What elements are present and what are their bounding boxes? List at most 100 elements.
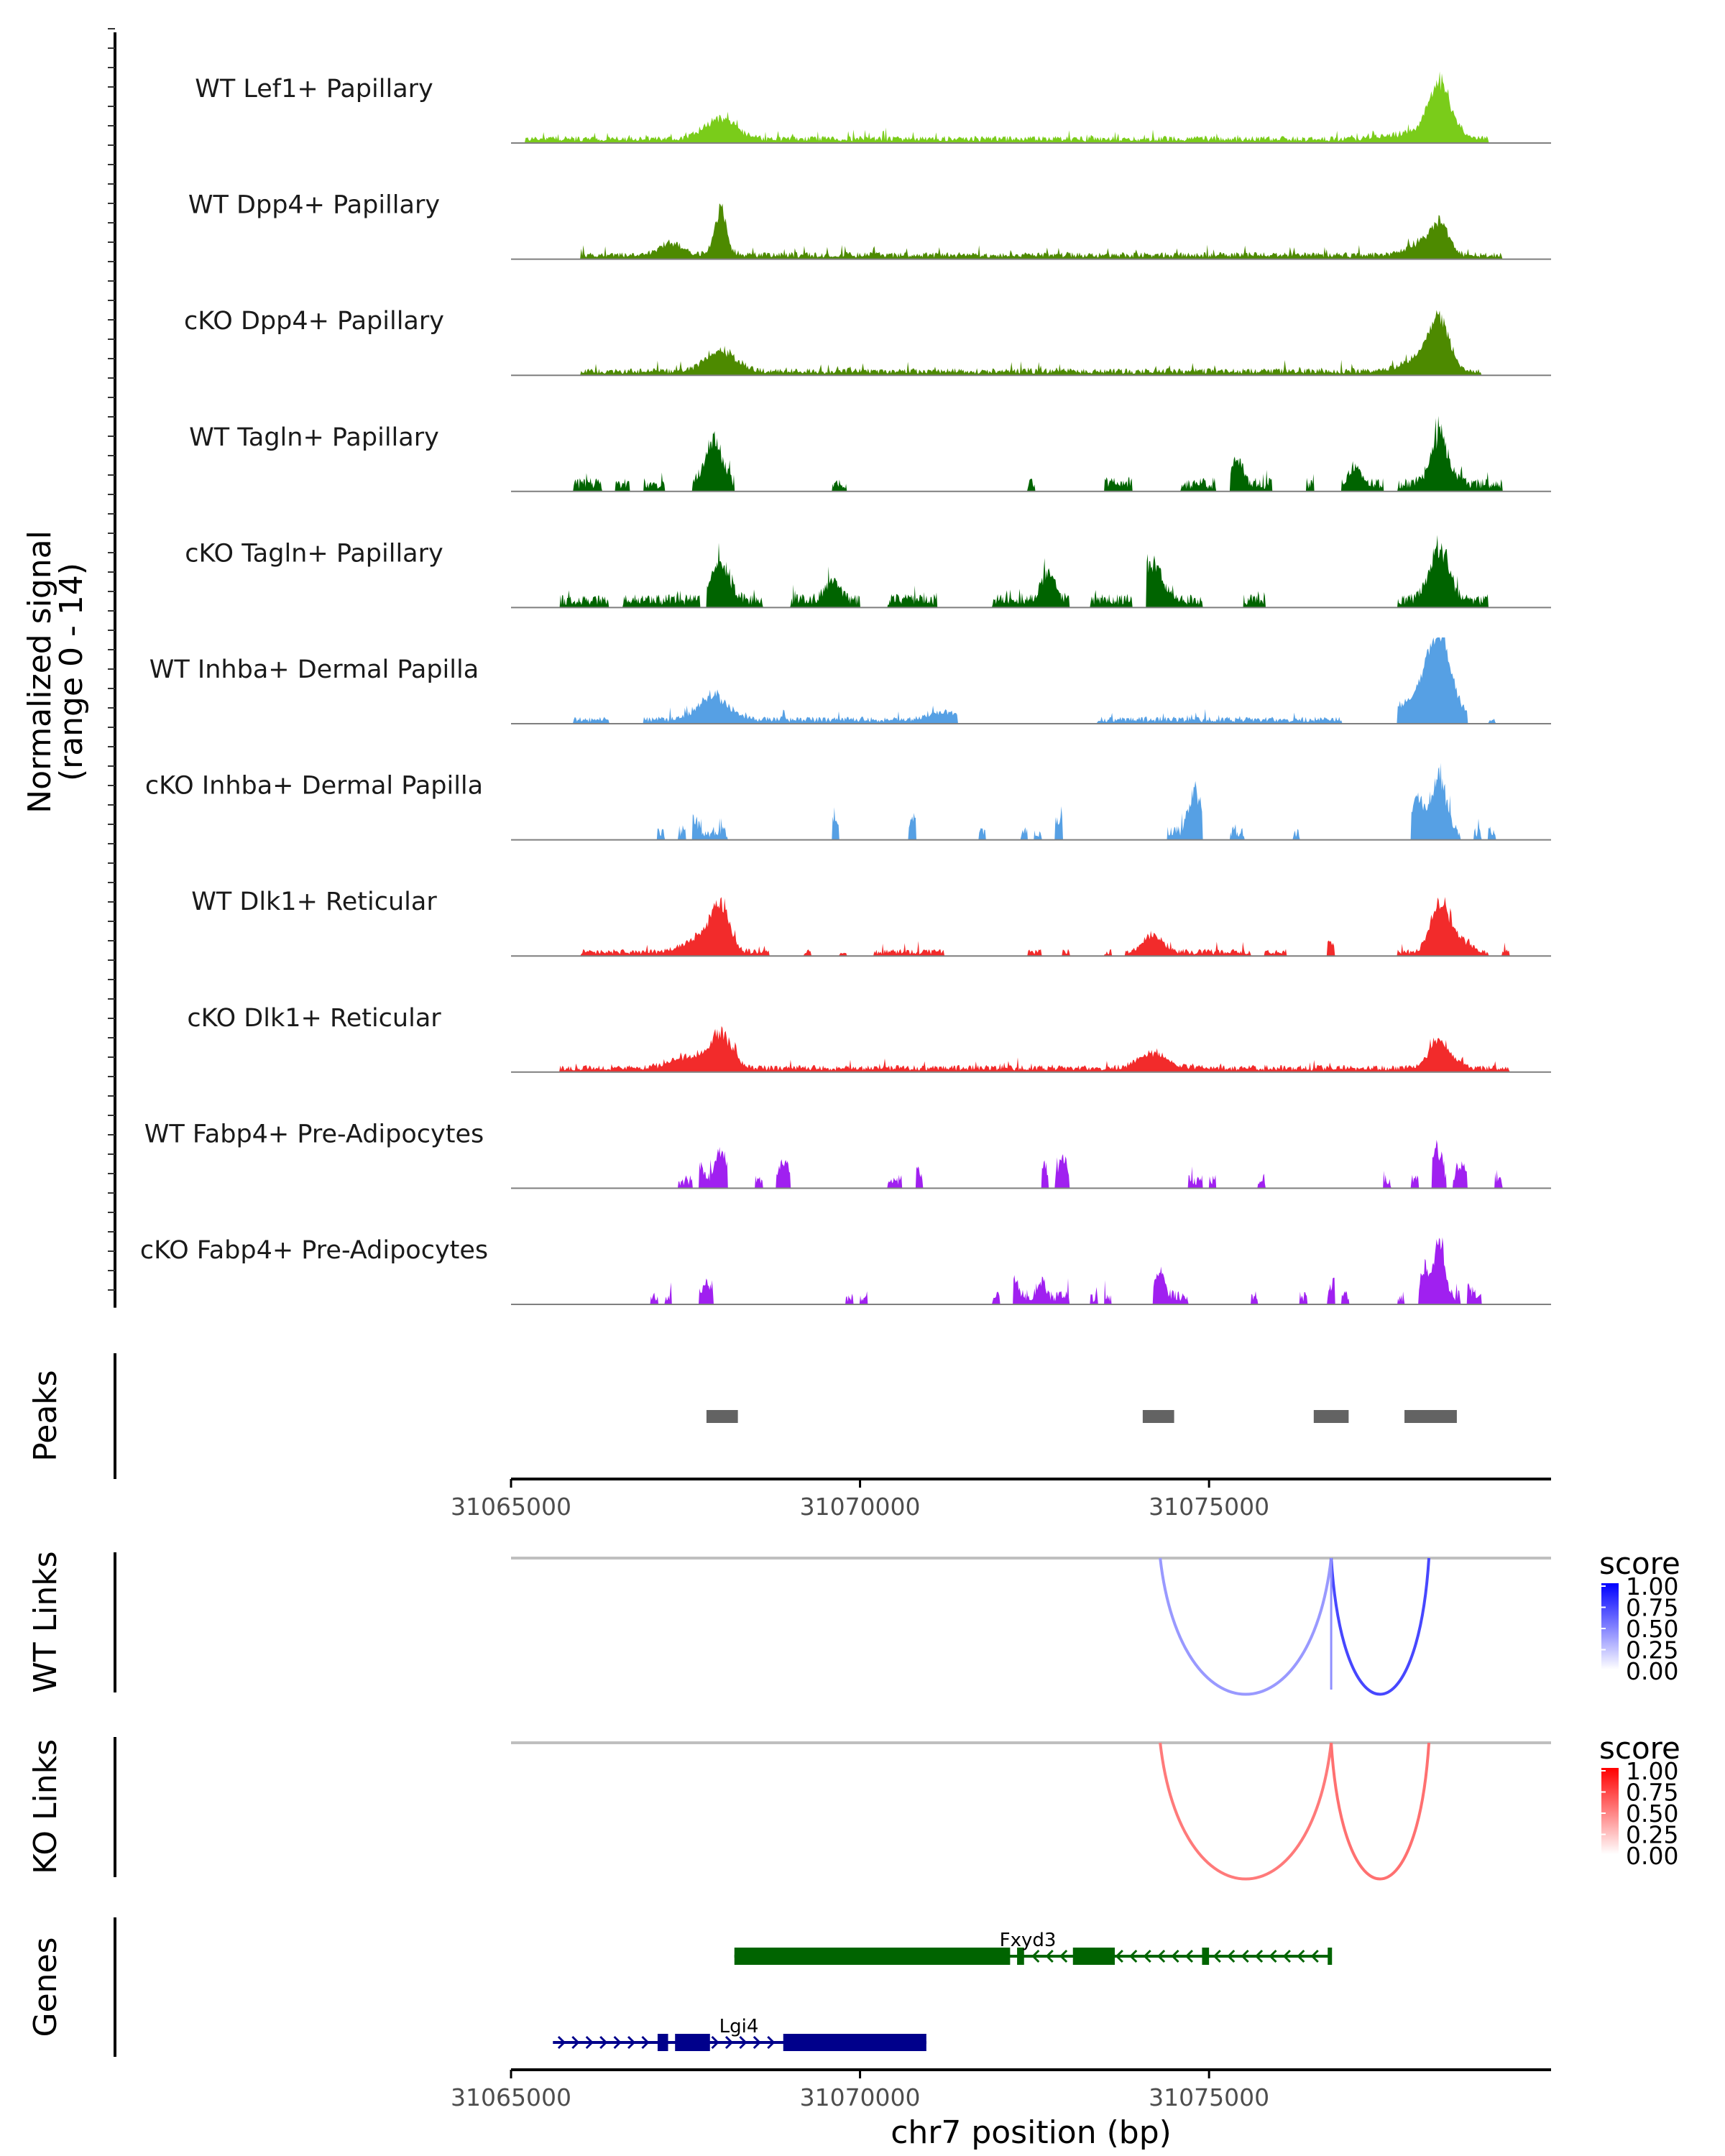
- strand-arrow-left-icon: [1269, 1949, 1277, 1963]
- links-legend-tick-label: 0.50: [1626, 1800, 1678, 1828]
- strand-arrow-left-icon: [1184, 1949, 1194, 1963]
- coverage-track-label: cKO Dpp4+ Papillary: [184, 307, 444, 336]
- coverage-signal-area: [511, 310, 1551, 376]
- strand-arrow-right-icon: [585, 2035, 594, 2050]
- links-legend-colorbar: [1601, 1583, 1619, 1669]
- strand-arrow-left-icon: [1129, 1949, 1138, 1963]
- strand-arrow-left-icon: [1213, 1949, 1221, 1963]
- x-axis-tick-label: 31075000: [1149, 1493, 1269, 1521]
- links-legend-tick-label: 0.25: [1626, 1636, 1678, 1664]
- peak-region: [1142, 1410, 1174, 1423]
- strand-arrow-right-icon: [739, 2035, 748, 2050]
- coverage-y-label-line1: Normalized signal: [22, 530, 58, 814]
- links-legend-tick-label: 0.75: [1626, 1779, 1678, 1807]
- coverage-y-label: Normalized signal(range 0 - 14): [22, 530, 90, 814]
- gene-exon: [1017, 1948, 1024, 1965]
- coverage-y-label-line2: (range 0 - 14): [53, 563, 90, 781]
- coverage-track: cKO Dlk1+ Reticular: [187, 1004, 1551, 1073]
- strand-arrow-right-icon: [641, 2035, 650, 2050]
- links-legend-tick-label: 1.00: [1626, 1572, 1678, 1600]
- coverage-track: WT Dpp4+ Papillary: [188, 191, 1551, 260]
- coverage-track-label: cKO Dlk1+ Reticular: [187, 1004, 441, 1033]
- strand-arrow-left-icon: [1241, 1949, 1249, 1963]
- strand-arrow-right-icon: [557, 2035, 566, 2050]
- peaks-panel: Peaks: [27, 1353, 1457, 1479]
- link-arc: [1330, 1557, 1431, 1696]
- gene-exon: [1202, 1948, 1210, 1965]
- strand-arrow-left-icon: [1297, 1949, 1305, 1963]
- link-arc: [1159, 1742, 1333, 1881]
- coverage-track: cKO Dpp4+ Papillary: [184, 307, 1551, 377]
- coverage-track: cKO Inhba+ Dermal Papilla: [145, 763, 1551, 841]
- strand-arrow-left-icon: [1031, 1949, 1040, 1963]
- gene-name-label: Lgi4: [719, 2016, 759, 2037]
- gene-exon: [783, 2034, 926, 2051]
- coverage-track: WT Fabp4+ Pre-Adipocytes: [144, 1120, 1551, 1189]
- strand-arrow-right-icon: [627, 2035, 636, 2050]
- x-axis-upper: 31065000 31070000 31075000: [451, 1478, 1551, 1521]
- peak-region: [706, 1410, 738, 1423]
- strand-arrow-left-icon: [1045, 1949, 1054, 1963]
- links-legend-title: score: [1599, 1731, 1680, 1766]
- coverage-signal-area: [511, 535, 1551, 608]
- coverage-track-label: cKO Fabp4+ Pre-Adipocytes: [140, 1236, 488, 1265]
- links-track-label: KO Links: [27, 1739, 64, 1874]
- links-track-label: WT Links: [27, 1551, 64, 1692]
- links-legend-tick-label: 0.50: [1626, 1615, 1678, 1643]
- strand-arrow-right-icon: [724, 2035, 734, 2050]
- coverage-track-label: cKO Inhba+ Dermal Papilla: [145, 772, 483, 801]
- strand-arrow-left-icon: [1282, 1949, 1291, 1963]
- coverage-signal-area: [511, 637, 1551, 724]
- genes-panel: Genes Fxyd3 Lgi4: [27, 1917, 1333, 2057]
- coverage-signal-area: [511, 1026, 1551, 1072]
- strand-arrow-left-icon: [1171, 1949, 1179, 1963]
- coverage-track-label: WT Tagln+ Papillary: [189, 423, 439, 452]
- gene-exon: [734, 1948, 1011, 1965]
- coverage-panel: Normalized signal(range 0 - 14) WT Lef1+ …: [22, 28, 1551, 1308]
- x-axis-tick-label: 31070000: [800, 2083, 921, 2111]
- gene-exon: [657, 2034, 668, 2051]
- coverage-track-label: WT Dlk1+ Reticular: [191, 888, 437, 916]
- coverage-signal-area: [511, 203, 1551, 259]
- strand-arrow-right-icon: [753, 2035, 761, 2050]
- coverage-track-label: WT Lef1+ Papillary: [195, 75, 433, 103]
- coverage-signal-area: [511, 763, 1551, 840]
- links-legend-tick-label: 0.00: [1626, 1657, 1678, 1685]
- gene-name-label: Fxyd3: [1000, 1930, 1057, 1951]
- coverage-track: WT Dlk1+ Reticular: [191, 888, 1551, 957]
- links-legend-tick-label: 0.25: [1626, 1821, 1678, 1849]
- links-legend-tick-label: 0.75: [1626, 1594, 1678, 1622]
- strand-arrow-right-icon: [599, 2035, 608, 2050]
- strand-arrow-left-icon: [1156, 1949, 1166, 1963]
- x-axis-lower: 31065000 31070000 31075000 chr7 position (b…: [451, 2068, 1551, 2151]
- strand-arrow-right-icon: [613, 2035, 622, 2050]
- coverage-track: WT Tagln+ Papillary: [189, 415, 1551, 492]
- strand-arrow-left-icon: [1115, 1949, 1123, 1963]
- coverage-track: WT Inhba+ Dermal Papilla: [150, 637, 1551, 724]
- strand-arrow-left-icon: [1227, 1949, 1236, 1963]
- gene-exon: [1072, 1948, 1116, 1965]
- gene-exon: [675, 2034, 710, 2051]
- coverage-track: WT Lef1+ Papillary: [195, 71, 1551, 144]
- coverage-track-label: WT Fabp4+ Pre-Adipocytes: [144, 1120, 484, 1148]
- strand-arrow-left-icon: [1254, 1949, 1264, 1963]
- links-legend-tick-label: 1.00: [1626, 1757, 1678, 1785]
- x-axis-title: chr7 position (bp): [891, 2114, 1172, 2151]
- link-arc: [1330, 1742, 1431, 1881]
- x-axis-tick-label: 31075000: [1149, 2083, 1269, 2111]
- strand-arrow-right-icon: [767, 2035, 776, 2050]
- x-axis-tick-label: 31065000: [451, 1493, 571, 1521]
- coverage-signal-area: [511, 897, 1551, 957]
- peaks-track-label: Peaks: [27, 1370, 64, 1461]
- links-legend-colorbar: [1601, 1768, 1619, 1854]
- strand-arrow-left-icon: [1143, 1949, 1151, 1963]
- coverage-track: cKO Tagln+ Papillary: [185, 535, 1551, 609]
- coverage-signal-area: [511, 71, 1551, 143]
- strand-arrow-right-icon: [711, 2035, 719, 2050]
- genes-track-label: Genes: [27, 1937, 64, 2037]
